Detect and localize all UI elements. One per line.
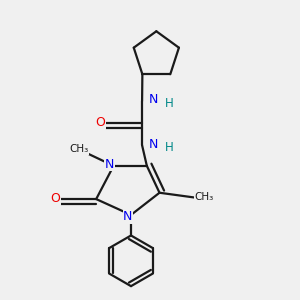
Text: CH₃: CH₃: [69, 144, 88, 154]
Text: N: N: [148, 94, 158, 106]
Text: H: H: [165, 141, 173, 154]
Text: N: N: [105, 158, 115, 171]
Text: O: O: [95, 116, 105, 129]
Text: CH₃: CH₃: [194, 193, 213, 202]
Text: N: N: [123, 210, 133, 223]
Text: O: O: [50, 192, 60, 205]
Text: N: N: [148, 138, 158, 151]
Text: H: H: [165, 97, 173, 110]
